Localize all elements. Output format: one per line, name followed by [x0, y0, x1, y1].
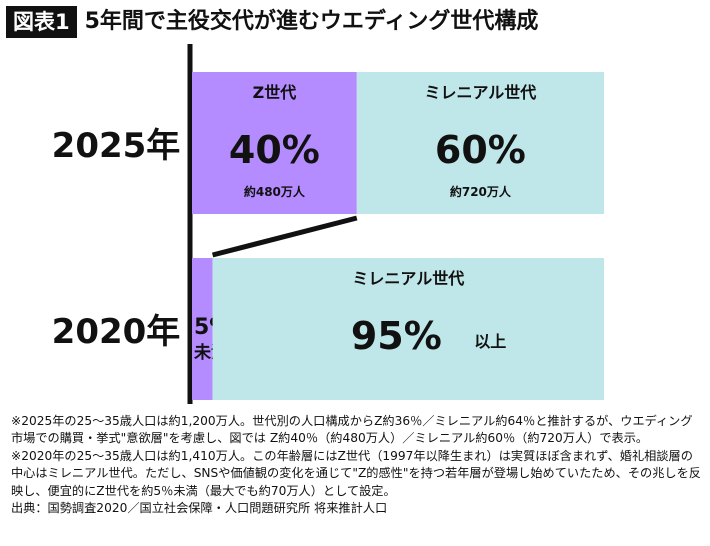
- chart-header: 図表1 5年間で主役交代が進むウエディング世代構成: [6, 6, 538, 38]
- value-label-1-1: 40%: [229, 128, 320, 172]
- footnote-2020: ※2020年の25～35歳人口は約1,410万人。この年齢層にはZ世代（1997…: [11, 448, 701, 498]
- stacked-bar-chart: 2025年Z世代40%約480万人ミレニアル世代60%約720万人2020年5%…: [52, 44, 604, 404]
- segment-title-1-2: ミレニアル世代: [424, 83, 536, 102]
- source-note: 出典：国勢調査2020／国立社会保障・人口問題研究所 将来推計人口: [11, 501, 388, 516]
- category-label-2: 2020年: [52, 312, 181, 352]
- category-label-1: 2025年: [52, 126, 181, 166]
- segment-title-1-1: Z世代: [253, 83, 297, 102]
- value-suffix-2-2: 以上: [474, 332, 506, 351]
- bar-segment-genz-2: [192, 258, 213, 400]
- value-label-1-2: 60%: [435, 128, 526, 172]
- bar-segment-millennial-2: [212, 258, 604, 400]
- chart-title: 5年間で主役交代が進むウエディング世代構成: [84, 9, 539, 34]
- sub-label-1-1: 約480万人: [244, 184, 306, 199]
- segment-title-2-2: ミレニアル世代: [352, 269, 464, 288]
- footnotes: ※2025年の25～35歳人口は約1,200万人。世代別の人口構成からZ約36％…: [11, 413, 701, 517]
- bar-segment-genz-1: [192, 72, 357, 214]
- figure-label: 図表1: [6, 6, 77, 38]
- value-label-2-2: 95%: [351, 314, 442, 358]
- footnote-2025: ※2025年の25～35歳人口は約1,200万人。世代別の人口構成からZ約36％…: [11, 414, 693, 446]
- connector-line: [211, 215, 358, 258]
- sub-label-1-2: 約720万人: [450, 184, 512, 199]
- bar-segment-millennial-1: [356, 72, 604, 214]
